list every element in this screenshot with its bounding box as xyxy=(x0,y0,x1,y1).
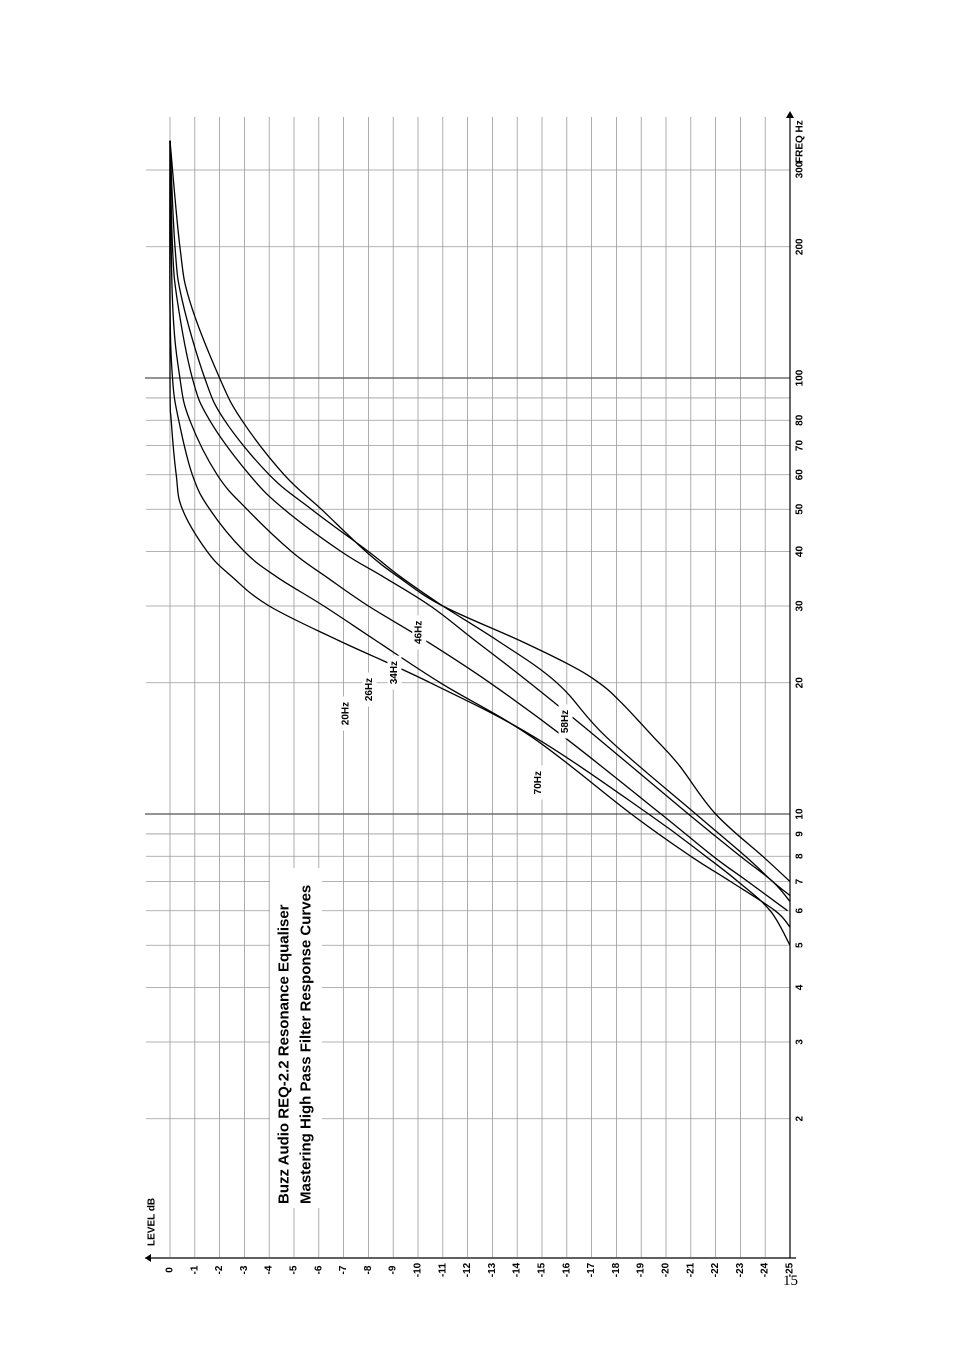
freq-tick-label: 3 xyxy=(795,1039,806,1045)
curve-46hz xyxy=(169,140,791,902)
freq-tick-label: 50 xyxy=(795,503,806,515)
freq-tick-label: 20 xyxy=(795,677,806,689)
freq-tick-label: 60 xyxy=(795,469,806,481)
db-tick-label: -9 xyxy=(388,1265,399,1274)
freq-tick-label: 8 xyxy=(795,853,806,859)
chart-title: Buzz Audio REQ-2.2 Resonance Equaliser Ma… xyxy=(270,868,322,1208)
db-tick-label: -25 xyxy=(785,1262,796,1277)
freq-tick-label: 5 xyxy=(795,942,806,948)
axes xyxy=(145,111,796,1262)
curve-label-bg xyxy=(387,655,402,690)
curve-label-bg xyxy=(531,765,546,800)
freq-tick-label: 30 xyxy=(795,600,806,612)
db-tick-label: -21 xyxy=(685,1262,696,1277)
db-tick-label: -6 xyxy=(313,1265,324,1274)
freq-tick-label: 70 xyxy=(795,440,806,452)
db-tick-label: -13 xyxy=(487,1262,498,1277)
level-axis-arrow xyxy=(145,1254,151,1262)
freq-tick-label: 10 xyxy=(795,808,806,820)
db-tick-label: -20 xyxy=(661,1262,672,1277)
freq-tick-label: 2 xyxy=(795,1116,806,1122)
curve-label-58hz: 58Hz xyxy=(560,710,571,733)
db-tick-label: -5 xyxy=(289,1265,300,1274)
freq-tick-label: 6 xyxy=(795,908,806,914)
curve-label-34hz: 34Hz xyxy=(389,661,400,684)
curve-label-bg xyxy=(362,672,377,707)
db-tick-label: 0 xyxy=(165,1267,176,1273)
freq-tick-label: 7 xyxy=(795,878,806,884)
curve-labels: 20Hz 26Hz 34Hz 46Hz 58Hz 70Hz xyxy=(339,615,573,800)
db-tick-label: -1 xyxy=(189,1265,200,1274)
freq-axis-arrow xyxy=(786,111,794,118)
db-tick-label: -17 xyxy=(586,1262,597,1277)
curve-20hz xyxy=(169,140,791,946)
freq-tick-label: 9 xyxy=(795,831,806,837)
curve-34hz xyxy=(169,140,788,912)
freq-tick-label: 80 xyxy=(795,414,806,426)
db-tick-label: -7 xyxy=(338,1265,349,1274)
response-curves xyxy=(169,140,791,946)
db-tick-label: -24 xyxy=(760,1262,771,1277)
curve-label-26hz: 26Hz xyxy=(364,678,375,701)
curve-label-20hz: 20Hz xyxy=(341,702,352,725)
freq-tick-label: 4 xyxy=(795,984,806,990)
curve-label-bg xyxy=(412,615,427,650)
db-tick-label: -14 xyxy=(512,1262,523,1277)
db-tick-label: -23 xyxy=(735,1262,746,1277)
db-tick-label: -22 xyxy=(710,1262,721,1277)
chart-title-line: Buzz Audio REQ-2.2 Resonance Equaliser xyxy=(276,904,293,1204)
curve-58hz xyxy=(169,140,791,897)
db-tick-label: -10 xyxy=(413,1262,424,1277)
curve-label-bg xyxy=(339,696,354,731)
curve-label-46hz: 46Hz xyxy=(414,621,425,644)
db-tick-label: -15 xyxy=(537,1262,548,1277)
curve-label-bg xyxy=(558,704,573,739)
db-tick-label: -12 xyxy=(462,1262,473,1277)
freq-axis-label: FREQ Hz xyxy=(795,120,806,163)
tick-labels: 0 -1 -2 -3 -4 -5 -6 -7 -8 -9 -10 -11 -12 -13 -14 -15 -16… xyxy=(147,120,806,1277)
db-tick-label: -4 xyxy=(264,1265,275,1274)
grid xyxy=(145,117,791,1257)
curve-70hz xyxy=(169,140,791,882)
db-tick-label: -8 xyxy=(363,1265,374,1274)
db-tick-label: -18 xyxy=(611,1262,622,1277)
db-tick-label: -19 xyxy=(636,1262,647,1277)
db-tick-label: -2 xyxy=(214,1265,225,1274)
chart-title-line: Mastering High Pass Filter Response Curv… xyxy=(298,885,315,1204)
title-box xyxy=(270,868,322,1208)
page-number: 15 xyxy=(783,1273,798,1289)
freq-tick-label: 300 xyxy=(795,161,806,178)
freq-tick-label: 40 xyxy=(795,546,806,558)
curve-label-70hz: 70Hz xyxy=(533,771,544,794)
curve-26hz xyxy=(169,140,791,928)
db-tick-label: -3 xyxy=(239,1265,250,1274)
freq-tick-label: 100 xyxy=(795,369,806,386)
freq-tick-label: 200 xyxy=(795,238,806,255)
db-tick-label: -11 xyxy=(437,1263,448,1277)
db-tick-label: -16 xyxy=(561,1262,572,1277)
level-axis-label: LEVEL dB xyxy=(147,1198,158,1246)
